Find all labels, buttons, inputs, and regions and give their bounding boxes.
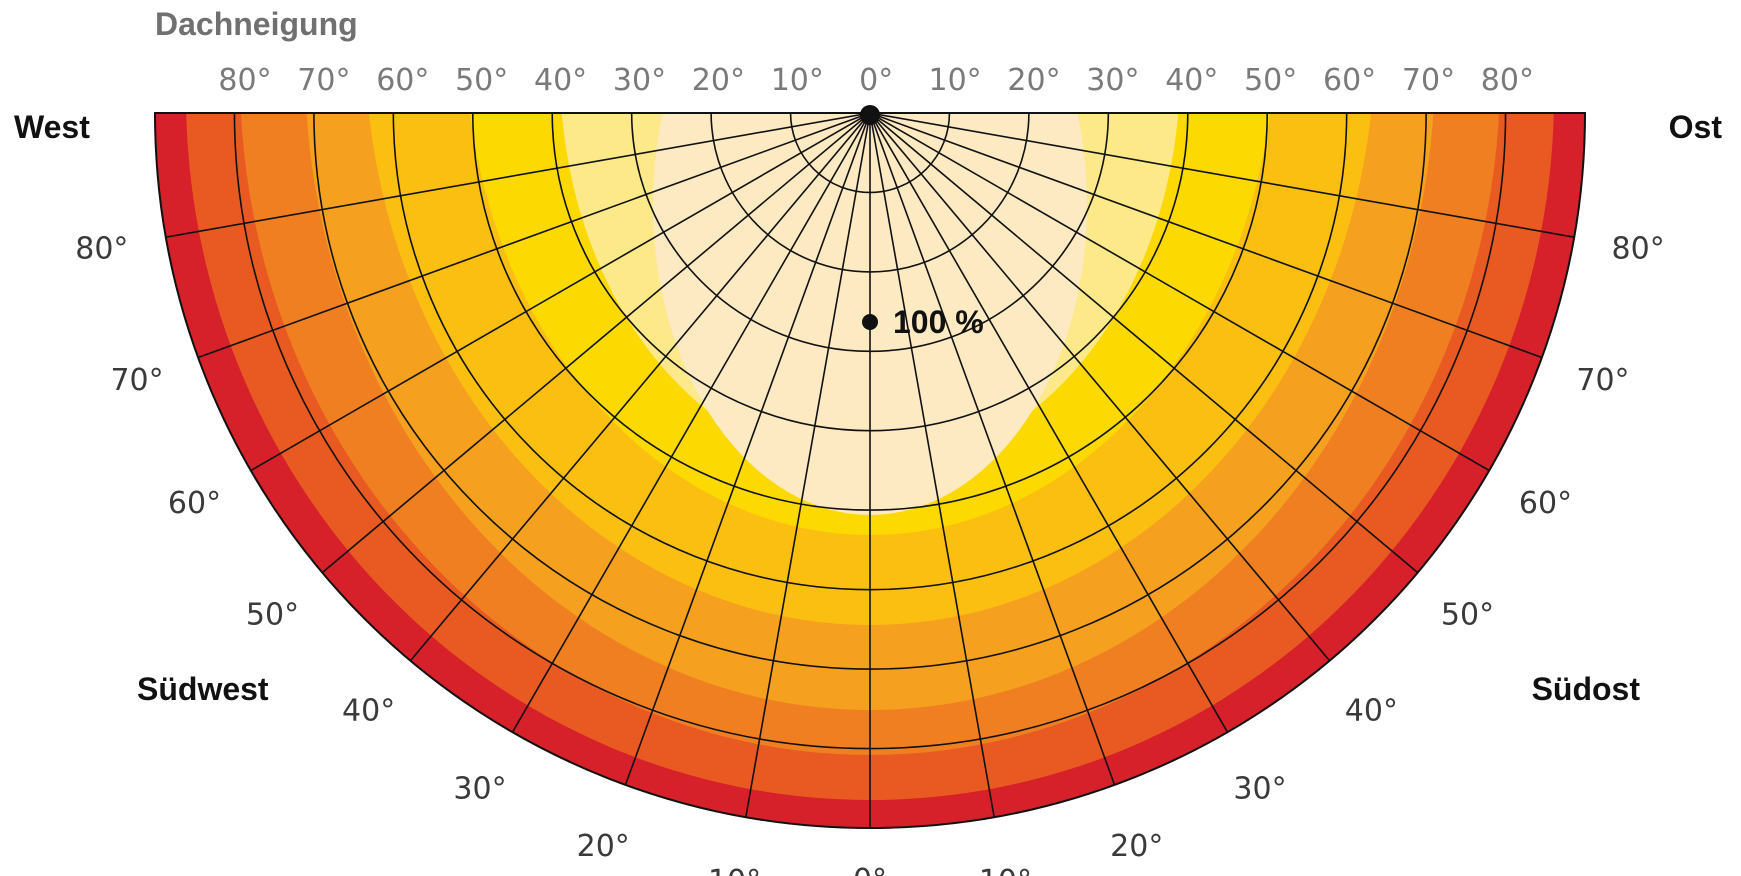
tilt-label-top: 40°: [534, 63, 587, 98]
azimuth-line: [321, 113, 871, 574]
azimuth-label-right: 10°: [979, 864, 1032, 876]
tilt-label-top: 30°: [1086, 63, 1139, 98]
azimuth-label-left: 30°: [453, 771, 506, 806]
azimuth-line: [869, 113, 995, 818]
azimuth-line: [250, 113, 871, 472]
tilt-label-top: 10°: [929, 63, 982, 98]
azimuth-label-right: 80°: [1612, 231, 1665, 266]
azimuth-label-center: 0°: [853, 863, 887, 876]
tilt-label-top: 80°: [1481, 63, 1534, 98]
tilt-label-top: 50°: [455, 63, 508, 98]
azimuth-line: [869, 113, 1575, 238]
azimuth-label-right: 60°: [1519, 486, 1572, 521]
azimuth-line: [869, 113, 1229, 733]
azimuth-line: [869, 113, 1116, 786]
azimuth-label-right: 70°: [1576, 363, 1629, 398]
direction-west: West: [14, 109, 90, 145]
azimuth-label-left: 20°: [577, 829, 630, 864]
max-yield-label: 100 %: [893, 304, 984, 340]
azimuth-label-left: 60°: [168, 486, 221, 521]
tilt-label-top: 0°: [859, 63, 893, 98]
direction-southwest: Südwest: [137, 671, 269, 707]
direction-east: Ost: [1669, 109, 1723, 145]
tilt-label-top: 70°: [1402, 63, 1455, 98]
azimuth-label-right: 20°: [1110, 829, 1163, 864]
tilt-label-top: 40°: [1165, 63, 1218, 98]
azimuth-label-right: 40°: [1345, 694, 1398, 729]
labels: Dachneigung 80° 70° 60° 50° 40° 30° 20° 10° 0° 10°…: [14, 6, 1722, 876]
tilt-label-top: 70°: [297, 63, 350, 98]
yield-zones: [155, 113, 1585, 828]
azimuth-line: [745, 113, 871, 818]
azimuth-label-left: 50°: [246, 597, 299, 632]
tilt-label-top: 50°: [1244, 63, 1297, 98]
azimuth-line: [869, 113, 1490, 472]
origin-dot: [860, 105, 880, 125]
azimuth-line: [869, 113, 1331, 662]
tilt-label-top: 20°: [1007, 63, 1060, 98]
semicircle-border: [153, 112, 1587, 829]
azimuth-label-right: 50°: [1441, 597, 1494, 632]
azimuth-label-left: 80°: [75, 231, 128, 266]
tilt-label-top: 80°: [218, 63, 271, 98]
azimuth-label-left: 40°: [342, 694, 395, 729]
tilt-label-top: 30°: [613, 63, 666, 98]
max-yield-dot: [862, 314, 878, 330]
grid-lines: [165, 113, 1575, 828]
direction-southeast: Südost: [1532, 671, 1641, 707]
tilt-label-top: 20°: [692, 63, 745, 98]
azimuth-line: [165, 113, 871, 238]
azimuth-line: [869, 113, 1543, 359]
tilt-label-top: 60°: [376, 63, 429, 98]
axis-title-tilt: Dachneigung: [155, 6, 358, 42]
azimuth-line: [869, 113, 1419, 574]
azimuth-label-left: 70°: [110, 363, 163, 398]
azimuth-label-left: 10°: [708, 864, 761, 876]
tilt-label-top: 60°: [1323, 63, 1376, 98]
diagram-outline: [153, 105, 1587, 829]
azimuth-line: [624, 113, 871, 786]
azimuth-line: [409, 113, 871, 662]
azimuth-label-right: 30°: [1233, 771, 1286, 806]
tilt-label-top: 10°: [771, 63, 824, 98]
azimuth-line: [511, 113, 871, 733]
azimuth-line: [197, 113, 871, 359]
